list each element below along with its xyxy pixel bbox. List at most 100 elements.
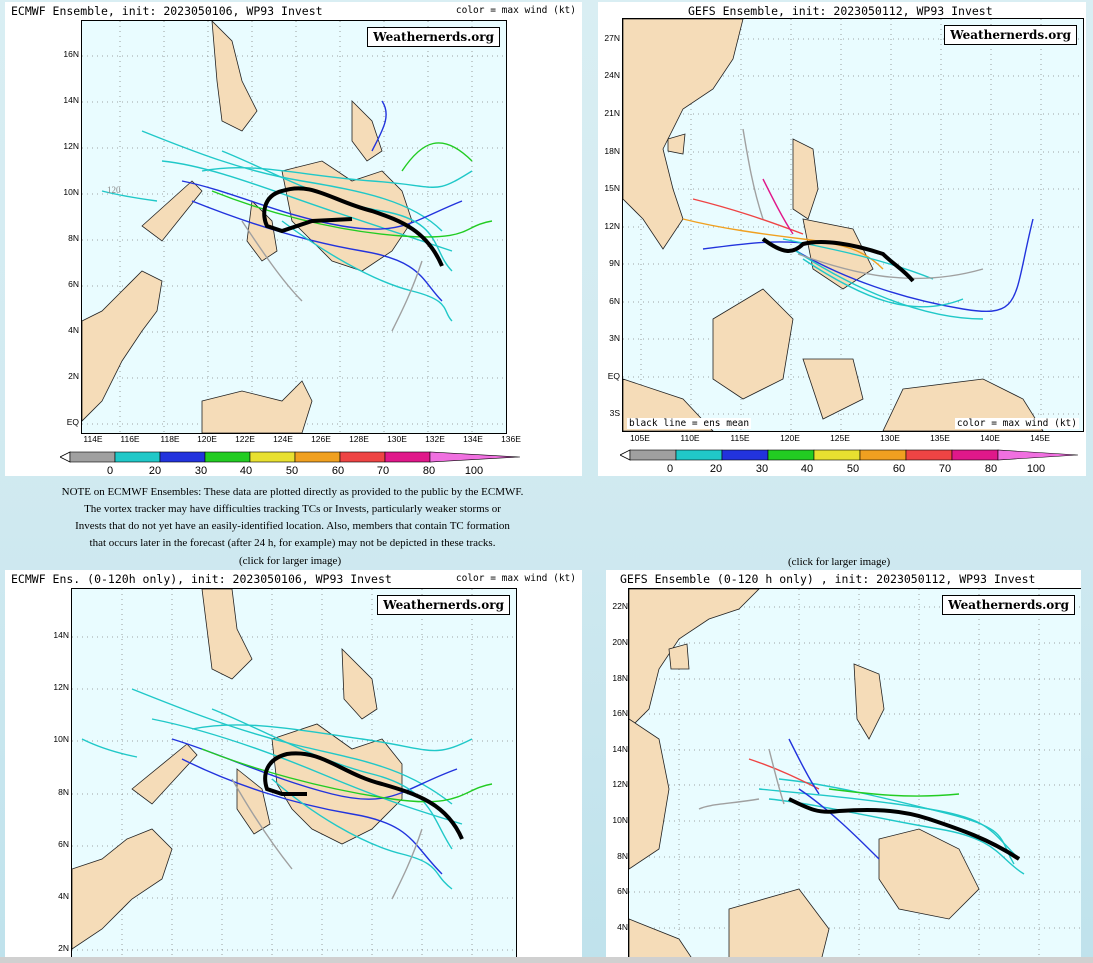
lon-label: 122E [235,434,255,444]
colorbar-label: 0 [667,463,673,475]
lon-label: 120E [197,434,217,444]
browser-footer-bar [0,957,1093,963]
lat-label: 20N [612,637,628,647]
map-canvas [629,589,1081,960]
mean-line-note: black line = ens mean [627,418,752,429]
colorbar-label: 30 [756,463,768,475]
lon-label: 115E [730,433,750,443]
track-label: 120 [107,185,121,195]
legend-title: color = max wind (kt) [455,5,576,16]
ensemble-mean-track [761,237,915,283]
panel-title-bar: ECMWF Ens. (0-120h only), init: 20230501… [5,570,582,588]
lat-label: 22N [612,601,628,611]
lat-label: 2N [58,943,69,953]
land-masses [82,21,413,433]
colorbar-label: 0 [107,465,113,476]
panel-title: ECMWF Ensemble, init: 2023050106, WP93 I… [11,4,323,18]
panel-title: GEFS Ensemble, init: 2023050112, WP93 In… [688,4,993,18]
lat-label: 14N [53,630,69,640]
colorbar-label: 30 [195,465,207,476]
track-map: Weathernerds.org [71,588,517,960]
lat-label: 3S [609,408,620,418]
watermark: Weathernerds.org [367,27,500,47]
lat-label: 27N [604,33,620,43]
lat-label: 14N [612,744,628,754]
lat-label: 14N [63,95,79,105]
lat-label: 21N [604,108,620,118]
lat-label: 12N [612,779,628,789]
ensemble-tracks [682,128,1034,320]
lat-label: 8N [617,851,628,861]
lat-label: 4N [617,922,628,932]
panel-title-bar: ECMWF Ensemble, init: 2023050106, WP93 I… [5,2,582,20]
lat-label: 8N [58,787,69,797]
lon-label: 110E [680,433,700,443]
colorbar-label: 50 [847,463,859,475]
lon-label: 114E [83,434,103,444]
map-canvas [72,589,516,960]
lat-label: 16N [63,49,79,59]
legend-title: color = max wind (kt) [455,573,576,584]
ensemble-mean-track [788,797,1021,861]
ensemble-mean-track [262,186,444,267]
note-line: NOTE on ECMWF Ensembles: These data are … [61,486,524,498]
lat-label: 6N [58,839,69,849]
lat-label: 4N [68,325,79,335]
colorbar-label: 40 [801,463,813,475]
lat-label: 12N [53,682,69,692]
lat-label: 10N [63,187,79,197]
colorbar-label: 50 [286,465,298,476]
lon-label: 120E [780,433,800,443]
lon-label: 125E [830,433,850,443]
track-map: Weathernerds.org black line = ens mean c… [622,18,1084,432]
lon-label: 116E [120,434,140,444]
lat-label: 9N [609,258,620,268]
lat-label: 4N [58,891,69,901]
lon-label: 132E [425,434,445,444]
lat-label: 6N [609,296,620,306]
land-masses [629,589,980,960]
lat-label: 10N [612,815,628,825]
lon-label: 118E [160,434,180,444]
lon-label: 140E [980,433,1000,443]
colorbar-label: 70 [939,463,951,475]
map-canvas [623,19,1083,431]
lon-label: 134E [463,434,483,444]
lat-label: 12N [63,141,79,151]
lat-label: 6N [617,886,628,896]
lon-label: 145E [1030,433,1050,443]
colorbar: 0 20 30 40 50 60 70 80 100 [620,449,1079,475]
track-map: Weathernerds.org [628,588,1081,960]
ensemble-mean-track [263,751,464,840]
panel-ecmwf-120h[interactable]: ECMWF Ens. (0-120h only), init: 20230501… [5,570,582,960]
lat-label: 12N [604,221,620,231]
note-line: Invests that do not yet have an easily-i… [75,520,510,532]
lat-label: 18N [612,673,628,683]
lat-label: EQ [66,417,79,427]
colorbar-label: 40 [240,465,252,476]
map-canvas: 120 [82,21,506,433]
lon-label: 124E [273,434,293,444]
lon-label: 130E [387,434,407,444]
watermark: Weathernerds.org [942,595,1075,615]
lat-label: 10N [53,734,69,744]
lon-label: 135E [930,433,950,443]
lon-label: 130E [880,433,900,443]
colorbar-label: 80 [423,465,435,476]
ensemble-tracks [101,100,493,332]
panel-gefs-ensemble[interactable]: GEFS Ensemble, init: 2023050112, WP93 In… [598,2,1086,476]
click-larger-link[interactable]: (click for larger image) [239,555,342,567]
colorbar-label: 80 [985,463,997,475]
click-larger-link[interactable]: (click for larger image) [788,556,891,568]
lon-label: 128E [349,434,369,444]
lat-label: 15N [604,183,620,193]
watermark: Weathernerds.org [944,25,1077,45]
note-line: The vortex tracker may have difficulties… [84,503,501,515]
panel-ecmwf-ensemble[interactable]: ECMWF Ensemble, init: 2023050106, WP93 I… [5,2,582,476]
lon-label: 126E [311,434,331,444]
lon-label: 105E [630,433,650,443]
panel-gefs-120h[interactable]: GEFS Ensemble (0-120 h only) , init: 202… [606,570,1081,960]
colorbar: 0 20 30 40 50 60 70 80 100 [60,451,521,476]
lat-label: 6N [68,279,79,289]
colorbar-label: 20 [149,465,161,476]
